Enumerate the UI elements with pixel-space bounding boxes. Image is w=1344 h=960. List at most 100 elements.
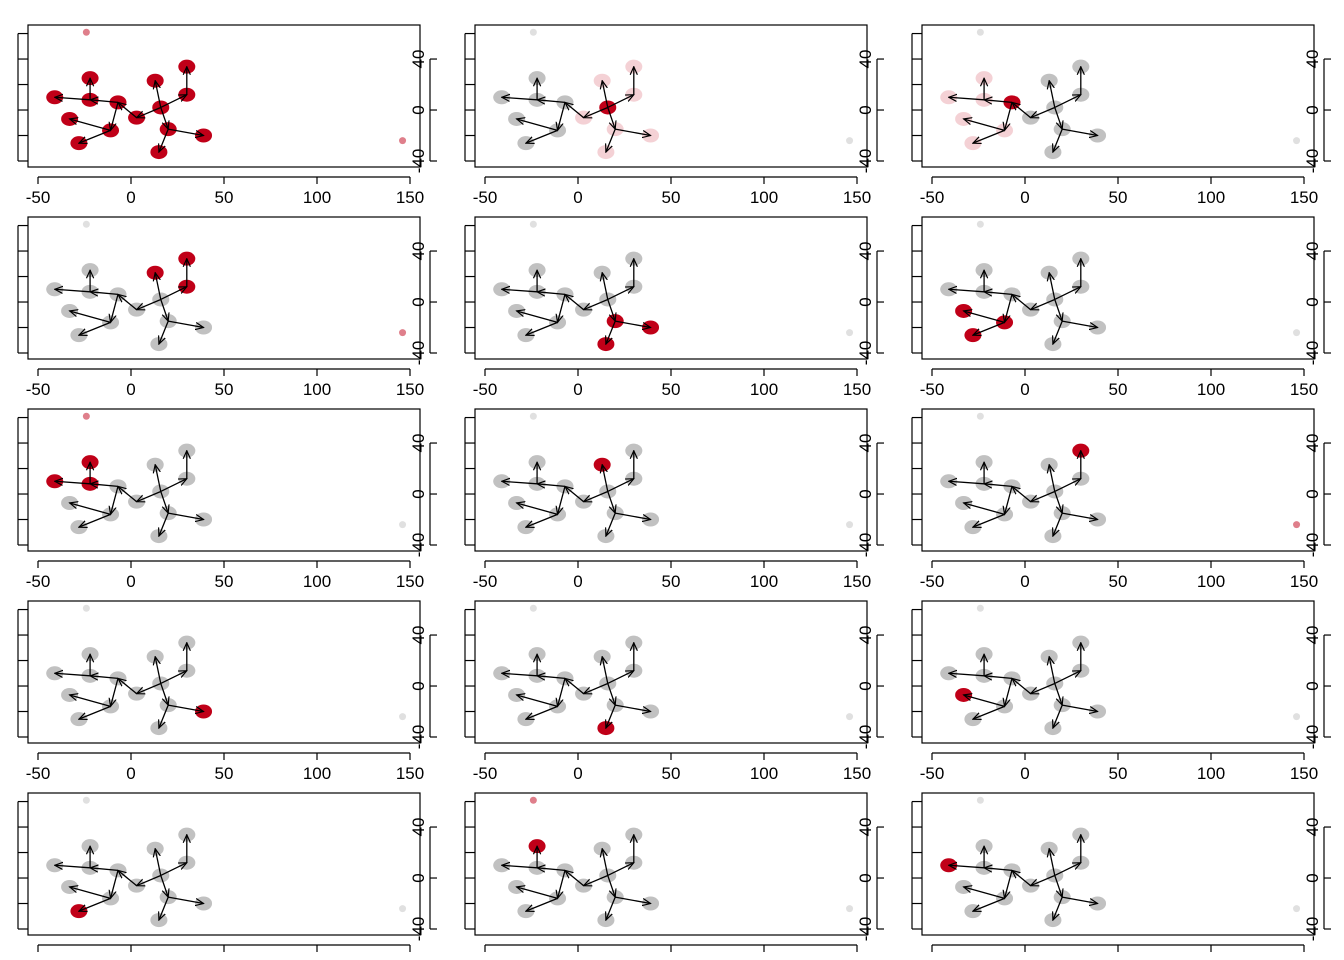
edge-arrow [584,298,609,309]
panel-1: -50 0 50 100 150 -40 0 40 [17,24,437,207]
edge-arrow [155,81,162,108]
outlier-point [529,412,537,420]
x-tick-label: 0 [126,188,135,207]
outlier-point [82,604,90,612]
x-tick-label: 100 [303,188,331,207]
x-tick-label: 100 [750,380,778,399]
plot-frame [474,24,868,168]
edge-arrow [1031,106,1056,117]
edge-arrow [984,484,1013,487]
x-tick-label: -50 [920,572,945,591]
edge-arrow [1005,294,1013,322]
x-tick-label: -50 [920,380,945,399]
edge-arrow [1005,102,1013,130]
y-tick-label: -40 [1303,917,1322,942]
edge-arrow [526,513,558,527]
x-tick-label: 50 [1109,380,1128,399]
edge-arrow [160,107,168,129]
edge-arrow [602,465,609,492]
outlier-point [399,521,407,529]
edge-arrow [1012,102,1031,119]
x-tick-label: 0 [1020,764,1029,783]
x-tick-label: -50 [920,764,945,783]
outlier-point [399,713,407,721]
edge-arrow [155,273,162,300]
x-tick-label: 150 [843,380,871,399]
edge-arrow [964,887,1005,900]
edge-arrow [606,128,616,152]
y-tick-label: 40 [409,434,428,453]
edge-arrow [517,503,558,516]
edge-arrow [602,273,609,300]
edge-arrow [607,863,634,877]
edge-arrow [1012,486,1031,503]
edge-arrow [1054,107,1062,129]
y-tick-label: 0 [1303,297,1322,306]
outlier-point [846,713,854,721]
y-tick-label: -40 [409,725,428,750]
edge-arrow [1054,683,1062,705]
edge-arrow [517,311,558,324]
y-tick-label: 40 [856,626,875,645]
edge-arrow [526,897,558,911]
edge-arrow [526,129,558,143]
edge-arrow [984,868,1013,871]
x-tick-label: -50 [26,764,51,783]
edge-arrow [1053,896,1063,920]
edge-arrow [949,481,985,484]
panel-5: -50 0 50 100 150 -40 0 40 [464,216,884,399]
y-tick-label: -40 [856,917,875,942]
x-tick-label: 150 [843,572,871,591]
edge-arrow [526,321,558,335]
edge-arrow [606,512,616,536]
x-tick-label: 0 [126,764,135,783]
x-tick-label: 150 [396,188,424,207]
y-tick-label: 40 [1303,242,1322,261]
edge-arrow [602,81,609,108]
edge-arrow [90,100,119,103]
edge-arrow [606,704,616,728]
y-tick-label: 40 [856,50,875,69]
x-tick-label: 150 [843,764,871,783]
x-tick-label: 150 [396,380,424,399]
y-tick-label: 0 [856,105,875,114]
edge-arrow [1031,874,1056,885]
outlier-point [846,137,854,145]
outlier-point [529,28,537,36]
x-tick-label: 50 [1109,572,1128,591]
edge-arrow [118,102,137,119]
outlier-point [976,796,984,804]
edge-arrow [537,484,566,487]
edge-arrow [1062,320,1097,327]
panel-12: -50 0 50 100 150 -40 0 40 [911,600,1331,783]
x-tick-label: -50 [473,188,498,207]
edge-arrow [526,705,558,719]
edge-arrow [137,682,162,693]
edge-arrow [606,320,616,344]
x-tick-label: 150 [1290,764,1318,783]
edge-arrow [159,704,169,728]
plot-frame [27,216,421,360]
edge-arrow [1031,490,1056,501]
edge-arrow [55,481,91,484]
edge-arrow [502,481,538,484]
y-tick-label: 0 [856,489,875,498]
edge-arrow [118,486,137,503]
edge-arrow [615,704,650,711]
x-tick-label: 150 [843,188,871,207]
edge-arrow [160,875,168,897]
edge-arrow [160,683,168,705]
y-tick-label: -40 [1303,533,1322,558]
edge-arrow [79,897,111,911]
edge-arrow [168,512,203,519]
edge-arrow [160,863,187,877]
edge-arrow [584,106,609,117]
panel-10: -50 0 50 100 150 -40 0 40 [17,600,437,783]
outlier-point [1293,713,1301,721]
edge-arrow [1054,863,1081,877]
edge-arrow [55,97,91,100]
y-tick-label: 0 [409,105,428,114]
edge-arrow [137,874,162,885]
outlier-point [82,220,90,228]
edge-arrow [55,865,91,868]
